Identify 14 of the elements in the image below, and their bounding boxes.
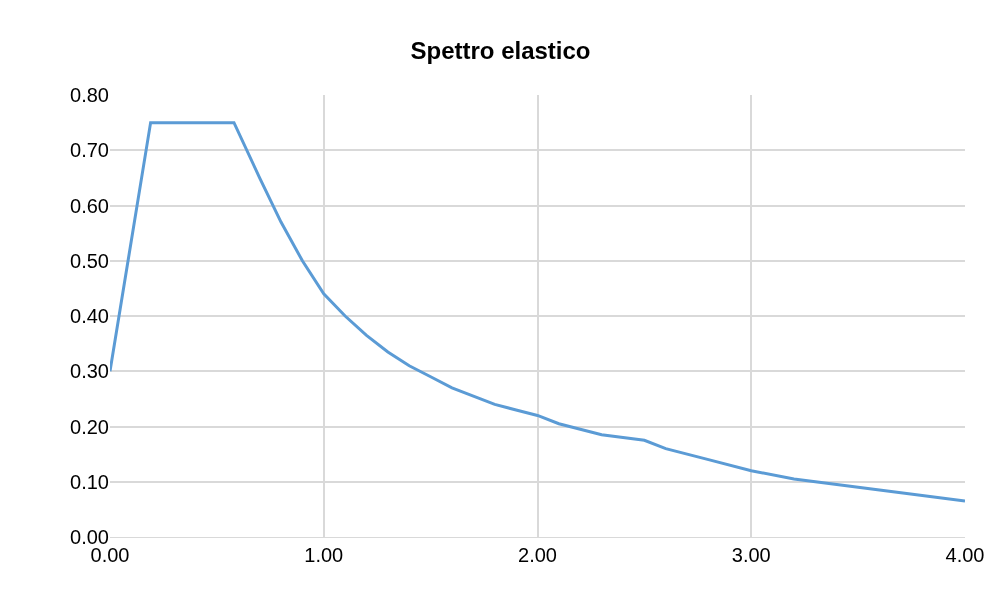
y-tick-label: 0.50 bbox=[70, 249, 109, 272]
y-tick-label: 0.80 bbox=[70, 84, 109, 106]
y-tick-label: 0.10 bbox=[70, 470, 109, 493]
x-tick-label: 2.00 bbox=[518, 544, 557, 566]
x-tick-label: 4.00 bbox=[945, 544, 985, 566]
y-tick-label: 0.60 bbox=[70, 194, 109, 217]
chart-title: Spettro elastico bbox=[410, 36, 591, 64]
x-tick-label: 1.00 bbox=[304, 544, 344, 566]
y-tick-label: 0.30 bbox=[70, 360, 109, 383]
y-tick-label: 0.40 bbox=[70, 305, 109, 327]
x-tick-label: 3.00 bbox=[731, 544, 771, 566]
y-tick-label: 0.20 bbox=[70, 415, 109, 438]
y-tick-label: 0.70 bbox=[70, 139, 109, 162]
line-series bbox=[110, 121, 965, 503]
